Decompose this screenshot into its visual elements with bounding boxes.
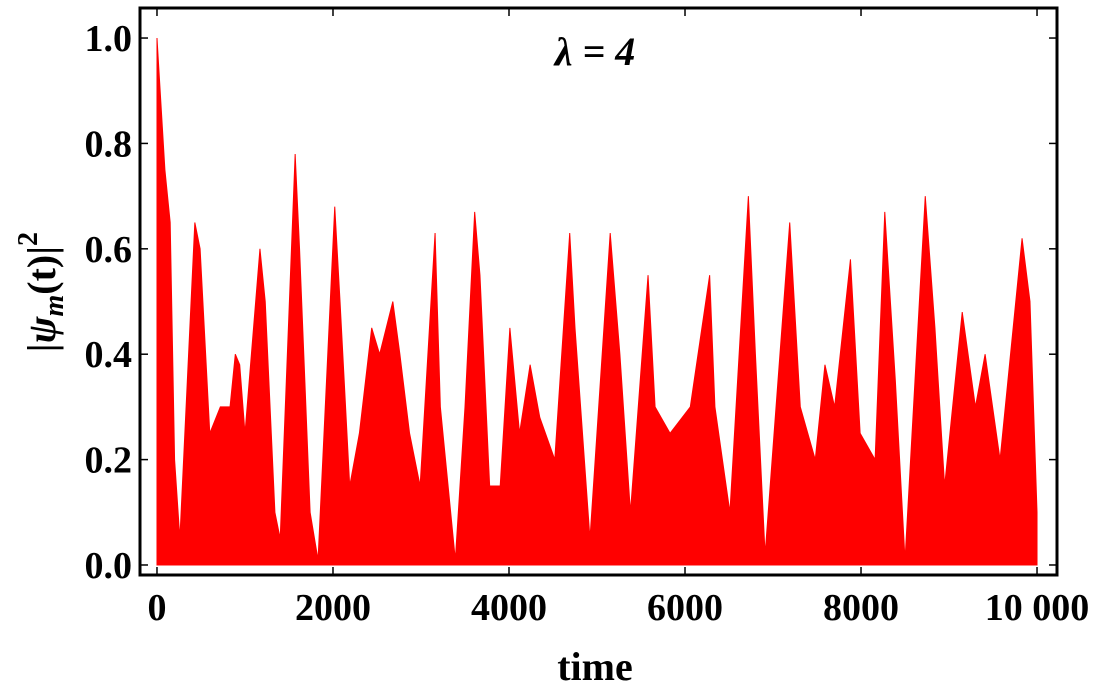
y-tick-label: 0.8: [85, 123, 133, 165]
x-tick-label: 10 000: [985, 587, 1090, 629]
y-tick-label: 0.6: [85, 229, 133, 271]
area: [156, 38, 1038, 566]
y-label-sup: 2: [13, 232, 44, 246]
x-tick-label: 2000: [295, 587, 371, 629]
y-tick-label: 0.2: [85, 440, 133, 482]
y-label-part: |ψ: [19, 316, 64, 352]
y-tick-label: 0.0: [85, 545, 133, 587]
chart-title: λ = 4: [553, 29, 636, 74]
y-label-part: (t)|: [19, 246, 64, 295]
x-tick-label: 0: [147, 587, 166, 629]
x-axis-label: time: [557, 644, 633, 689]
y-tick-label: 0.4: [85, 334, 133, 376]
x-tick-label: 6000: [647, 587, 723, 629]
x-tick-label: 8000: [823, 587, 899, 629]
y-axis-label: |ψm(t)|2: [13, 232, 70, 352]
x-tick-label: 4000: [471, 587, 547, 629]
y-label-sub: m: [39, 295, 70, 317]
y-tick-label: 1.0: [85, 18, 133, 60]
plot-frame: [138, 6, 1059, 577]
